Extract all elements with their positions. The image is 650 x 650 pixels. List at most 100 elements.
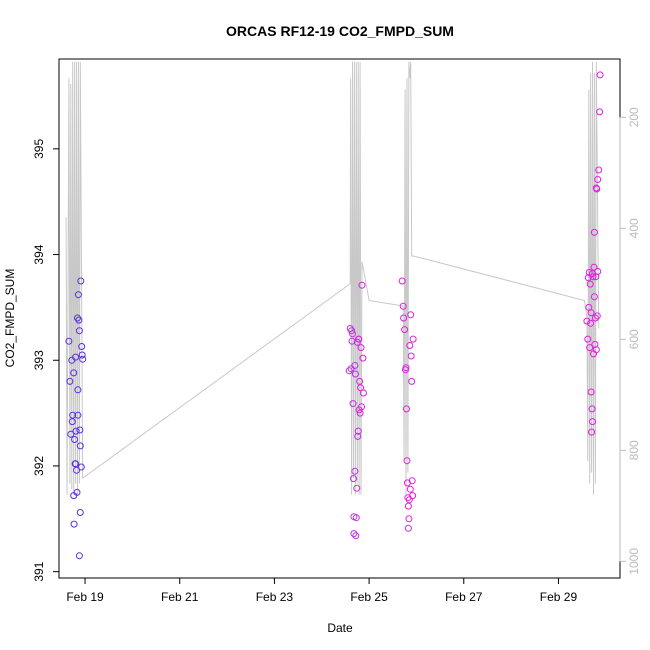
data-point: [587, 309, 595, 317]
data-point: [76, 442, 84, 450]
x-tick-label: Feb 19: [66, 590, 104, 604]
x-tick-label: Feb 21: [161, 590, 199, 604]
data-point: [587, 319, 595, 327]
data-point: [590, 263, 598, 271]
data-point: [74, 291, 82, 299]
data-point: [590, 293, 598, 301]
y-axis: 391 392 393 394 395: [32, 139, 60, 582]
data-point: [399, 302, 407, 310]
data-point: [66, 377, 74, 385]
data-point: [356, 409, 364, 417]
y2-tick-label: 400: [627, 218, 641, 238]
x-axis-label: Date: [327, 621, 353, 635]
data-point: [70, 369, 78, 377]
data-point: [409, 335, 417, 343]
data-point: [73, 488, 81, 496]
data-point: [348, 337, 356, 345]
data-point: [585, 269, 593, 276]
data-point: [349, 400, 357, 408]
data-point: [406, 342, 414, 349]
data-point: [593, 312, 601, 320]
data-point: [404, 524, 412, 532]
data-point: [593, 185, 601, 193]
data-point: [594, 176, 602, 183]
y-tick-label: 392: [32, 456, 46, 476]
data-point: [584, 335, 592, 343]
data-point: [358, 403, 365, 411]
data-point: [405, 515, 413, 523]
data-point: [70, 520, 78, 528]
data-point: [398, 277, 406, 285]
y2-tick-label: 1000: [627, 548, 641, 575]
data-point: [75, 552, 83, 560]
data-point: [345, 367, 353, 375]
secondary-y-axis: 200 400 600 800 1000: [619, 107, 641, 575]
data-point: [348, 327, 356, 335]
data-point: [350, 475, 357, 483]
data-point: [357, 344, 365, 352]
data-point: [596, 71, 604, 79]
data-point: [594, 268, 602, 275]
data-point: [355, 335, 363, 343]
data-point: [349, 330, 356, 338]
data-point: [589, 273, 597, 281]
chart-title: ORCAS RF12-19 CO2_FMPD_SUM: [226, 23, 454, 39]
data-point: [73, 466, 80, 474]
data-point: [352, 532, 360, 540]
data-point: [403, 457, 411, 465]
data-point: [408, 477, 416, 485]
data-point: [72, 427, 80, 435]
y-tick-label: 395: [32, 139, 46, 159]
y-tick-label: 394: [32, 244, 46, 264]
data-point: [71, 436, 79, 443]
data-point: [72, 460, 80, 468]
data-point: [402, 364, 410, 372]
data-point: [408, 377, 416, 385]
data-point: [589, 418, 596, 426]
data-point: [409, 492, 417, 500]
x-tick-label: Feb 29: [540, 590, 578, 604]
data-point: [353, 338, 361, 346]
data-point: [404, 502, 412, 510]
data-point: [587, 388, 595, 396]
data-point: [359, 389, 367, 397]
data-point: [75, 327, 83, 335]
data-point: [69, 411, 77, 419]
data-point: [77, 463, 85, 471]
data-point: [588, 428, 596, 436]
data-point: [354, 432, 362, 440]
x-axis: Feb 19 Feb 21 Feb 23 Feb 25 Feb 27 Feb 29: [66, 577, 578, 604]
data-point: [78, 343, 86, 350]
data-point: [405, 496, 413, 504]
data-point: [78, 351, 86, 359]
data-point: [351, 467, 359, 475]
data-point: [76, 509, 84, 516]
data-point: [403, 405, 410, 413]
data-point-layer: [65, 71, 604, 560]
x-tick-label: Feb 25: [350, 590, 388, 604]
data-point: [351, 362, 359, 369]
data-point: [76, 426, 84, 434]
data-point: [586, 280, 594, 288]
data-point: [584, 274, 592, 282]
altitude-line: [65, 61, 600, 495]
x-tick-label: Feb 27: [445, 590, 483, 604]
data-point: [359, 354, 367, 362]
y-tick-label: 391: [32, 561, 46, 581]
data-point: [595, 166, 603, 174]
y2-tick-label: 600: [627, 329, 641, 349]
data-point: [350, 530, 358, 538]
data-point: [65, 337, 73, 345]
data-point: [596, 108, 604, 116]
data-point: [77, 277, 85, 285]
data-point: [401, 326, 409, 334]
data-point: [74, 386, 82, 394]
data-point: [588, 405, 596, 413]
data-point: [353, 484, 361, 492]
data-point: [351, 370, 359, 378]
data-point: [406, 485, 414, 493]
data-point: [354, 427, 362, 435]
data-point: [583, 317, 591, 325]
data-point: [590, 228, 598, 236]
data-point: [72, 353, 80, 361]
